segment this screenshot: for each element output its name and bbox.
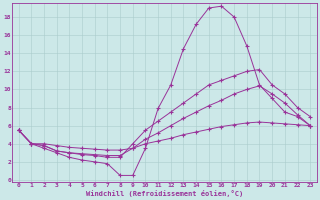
X-axis label: Windchill (Refroidissement éolien,°C): Windchill (Refroidissement éolien,°C) bbox=[86, 190, 243, 197]
